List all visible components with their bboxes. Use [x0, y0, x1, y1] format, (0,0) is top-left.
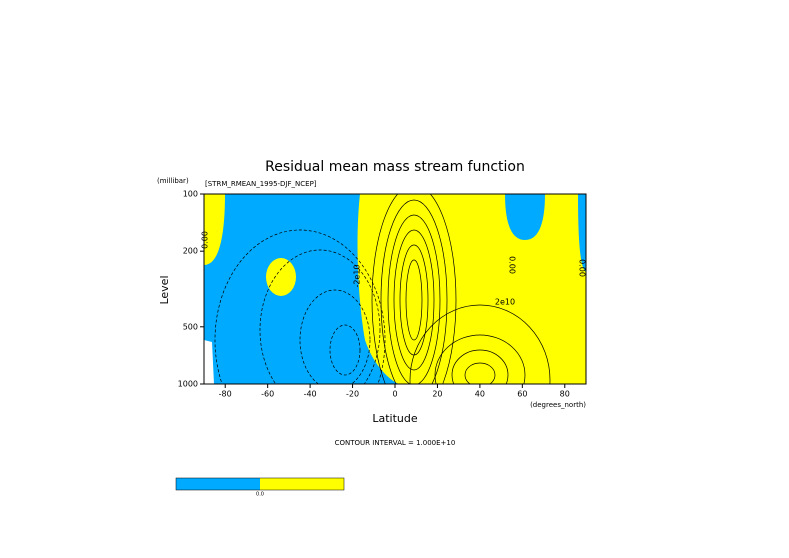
x-tick-label: 40: [475, 390, 485, 399]
colorbar-label: 0.0: [256, 492, 264, 498]
y-tick-label: 100: [183, 190, 198, 199]
y-tick-label: 1000: [178, 380, 198, 389]
y-unit: (millibar): [157, 177, 189, 185]
positive-patch: [266, 258, 296, 296]
colorbar-negative: [176, 478, 260, 490]
x-tick-label: -80: [219, 390, 232, 399]
subtitle: [STRM_RMEAN_1995-DJF_NCEP]: [205, 180, 317, 188]
negative-region: [505, 194, 545, 240]
contour-label: 2e10: [495, 298, 515, 307]
x-label: Latitude: [372, 412, 418, 425]
missing-region: [204, 340, 214, 384]
x-tick-label: -20: [346, 390, 359, 399]
contour-note: CONTOUR INTERVAL = 1.000E+10: [335, 439, 456, 447]
y-tick-label: 200: [183, 247, 198, 256]
contour-label: -2e10: [353, 264, 362, 287]
negative-region: [578, 194, 586, 272]
x-tick-label: 0: [392, 390, 397, 399]
contour-label: 0.00: [201, 231, 210, 249]
colorbar-frame: [175, 477, 345, 491]
y-label: Level: [158, 275, 171, 304]
x-tick-label: 80: [560, 390, 570, 399]
x-tick-label: -40: [304, 390, 317, 399]
x-unit: (degrees_north): [530, 401, 586, 409]
colorbar-positive: [260, 478, 344, 490]
x-tick-label: 60: [517, 390, 527, 399]
negative-region: [204, 194, 400, 384]
contour-label: 0.00: [508, 256, 517, 274]
x-tick-label: -60: [261, 390, 274, 399]
y-tick-label: 500: [183, 322, 198, 331]
contour-field: [204, 194, 586, 384]
x-tick-label: 20: [432, 390, 442, 399]
chart-title: Residual mean mass stream function: [265, 159, 525, 175]
contour-lines: [214, 194, 551, 384]
contour-label: 0.00: [578, 259, 587, 277]
